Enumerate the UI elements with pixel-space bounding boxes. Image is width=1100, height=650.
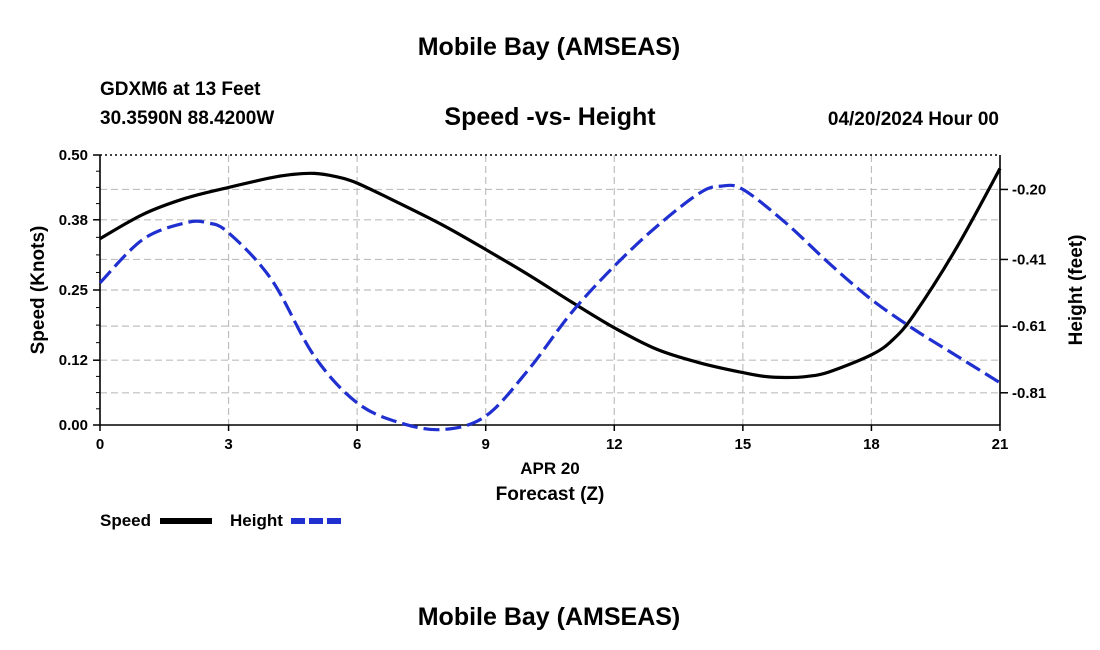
- y2-tick-label: -0.20: [1012, 181, 1046, 198]
- x-tick-label: 0: [96, 436, 104, 453]
- y-tick-label: 0.25: [59, 282, 88, 299]
- x-date-label: APR 20: [520, 459, 580, 478]
- y2-tick-label: -0.61: [1012, 318, 1046, 335]
- y2-tick-label: -0.41: [1012, 251, 1046, 268]
- x-axis-label: Forecast (Z): [496, 484, 605, 505]
- x-tick-label: 15: [735, 436, 752, 453]
- axes: 0 3 6 9 12 15 18 21 0.00 0.12 0.25 0.38 0.50 -0.20 -0.…: [59, 147, 1046, 453]
- page-title: Mobile Bay (AMSEAS): [418, 33, 681, 61]
- height-series-line: [98, 183, 1001, 432]
- x-tick-label: 6: [353, 436, 361, 453]
- chart-subtitle: Speed -vs- Height: [444, 103, 656, 131]
- x-tick-label: 12: [606, 436, 623, 453]
- y2-axis-label: Height (feet): [1066, 235, 1087, 346]
- y-axis-label: Speed (Knots): [28, 226, 49, 355]
- y-tick-label: 0.38: [59, 212, 88, 229]
- datetime-label: 04/20/2024 Hour 00: [828, 109, 999, 130]
- coords-label: 30.3590N 88.4200W: [100, 108, 274, 129]
- footer-title: Mobile Bay (AMSEAS): [418, 603, 681, 631]
- speed-series-line: [99, 167, 1002, 380]
- y-tick-label: 0.50: [59, 147, 88, 164]
- y-tick-label: 0.12: [59, 352, 88, 369]
- legend-height-label: Height: [230, 511, 283, 530]
- station-label: GDXM6 at 13 Feet: [100, 79, 261, 100]
- x-tick-label: 18: [863, 436, 880, 453]
- y2-tick-label: -0.81: [1012, 385, 1046, 402]
- series-layer: [98, 167, 1002, 432]
- x-tick-label: 21: [992, 436, 1009, 453]
- legend: Speed Height: [100, 511, 343, 530]
- x-tick-label: 9: [482, 436, 490, 453]
- legend-speed-label: Speed: [100, 511, 151, 530]
- grid: [100, 155, 1000, 425]
- x-tick-label: 3: [224, 436, 232, 453]
- y-tick-label: 0.00: [59, 417, 88, 434]
